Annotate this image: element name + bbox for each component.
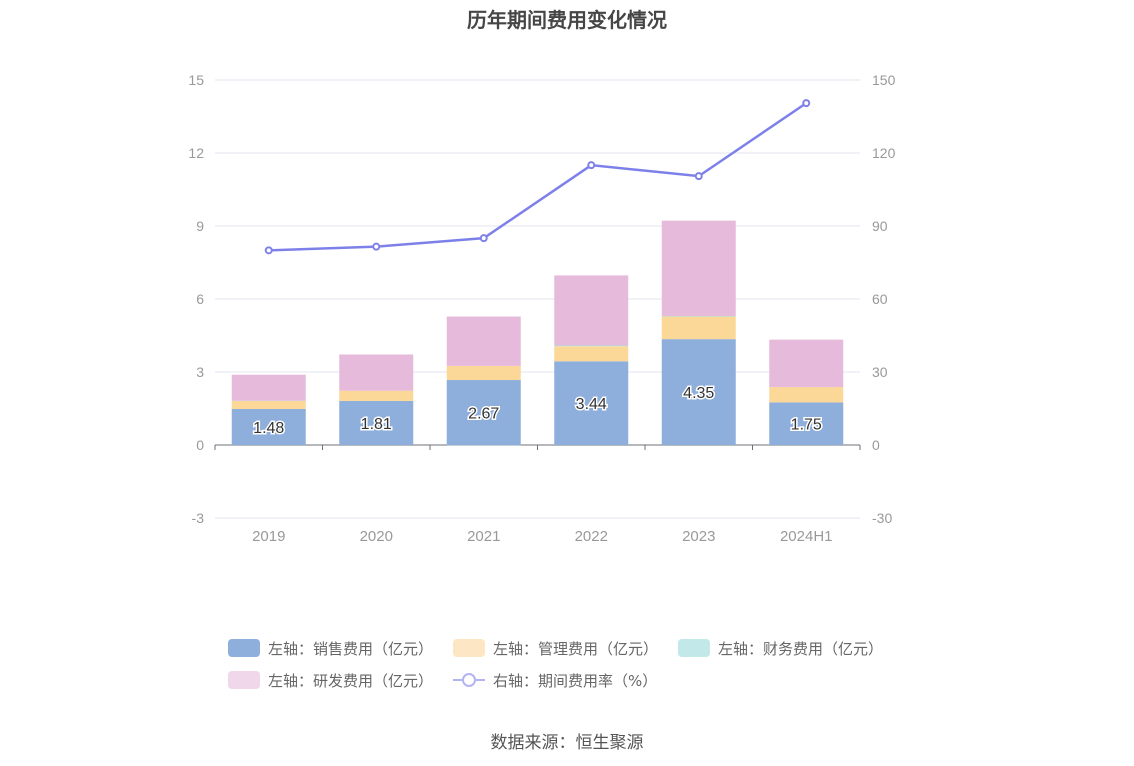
data-source: 数据来源：恒生聚源 (490, 733, 644, 753)
bar-segment (231, 374, 306, 401)
right-axis-tick-label: 150 (872, 72, 896, 88)
bar-segment (661, 220, 736, 317)
bar-data-label: 3.44 (576, 396, 607, 413)
legend-row-1: 左轴：销售费用（亿元） 左轴：管理费用（亿元） 左轴：财务费用（亿元） (228, 632, 928, 664)
legend-label-expense-rate: 右轴：期间费用率（%） (493, 671, 658, 690)
left-axis-tick-label: 3 (196, 364, 204, 380)
chart-title: 历年期间费用变化情况 (467, 8, 667, 32)
bar-segment (446, 380, 521, 445)
legend-item-finance[interactable]: 左轴：财务费用（亿元） (678, 638, 883, 659)
legend-swatch-finance (678, 639, 711, 657)
left-axis-tick-label: -3 (192, 510, 205, 526)
expense-rate-point (694, 172, 703, 181)
legend-swatch-rnd (228, 671, 260, 689)
bar-segment (231, 400, 306, 409)
x-axis-tick-label: 2024H1 (780, 528, 833, 545)
bar-segment (339, 390, 414, 401)
bar-segment (231, 408, 306, 445)
x-axis-tick-label: 2022 (575, 528, 608, 545)
legend-row-2: 左轴：研发费用（亿元） 右轴：期间费用率（%） (228, 664, 928, 696)
legend-label-sales: 左轴：销售费用（亿元） (268, 639, 434, 658)
bar-segment (554, 361, 629, 445)
legend-swatch-expense-rate (453, 671, 486, 689)
bar-segment (554, 275, 629, 346)
right-axis-tick-label: 0 (872, 437, 880, 453)
legend-label-admin: 左轴：管理费用（亿元） (493, 639, 659, 658)
right-axis-tick-label: 90 (872, 218, 888, 234)
expense-rate-point (372, 242, 381, 251)
bar-segment (661, 339, 736, 445)
bar-segment (554, 345, 629, 347)
legend-label-rnd: 左轴：研发费用（亿元） (268, 671, 434, 690)
bar-segment (661, 316, 736, 340)
legend-item-rnd[interactable]: 左轴：研发费用（亿元） (228, 670, 433, 691)
legend-swatch-admin (453, 639, 486, 657)
right-axis-tick-label: 30 (872, 364, 888, 380)
expense-rate-point (264, 246, 273, 255)
bar-data-label: 4.35 (683, 385, 714, 402)
bar-data-label: 2.67 (468, 406, 499, 423)
legend-label-finance: 左轴：财务费用（亿元） (718, 639, 884, 658)
bar-segment (554, 346, 629, 362)
expense-rate-point (587, 161, 596, 170)
legend-swatch-sales (228, 639, 260, 657)
bar-data-label: 1.48 (253, 420, 284, 437)
legend-item-admin[interactable]: 左轴：管理费用（亿元） (453, 638, 658, 659)
left-axis-tick-label: 9 (196, 218, 204, 234)
expense-rate-line (268, 102, 807, 252)
right-axis-tick-label: 60 (872, 291, 888, 307)
expense-rate-point (479, 234, 488, 243)
bar-segment (769, 402, 844, 445)
bar-segment (339, 354, 414, 391)
left-axis-tick-label: 6 (196, 291, 204, 307)
expense-rate-point (802, 99, 811, 108)
bar-data-label: 1.75 (791, 417, 822, 434)
left-axis-tick-label: 15 (188, 72, 204, 88)
right-axis-tick-label: -30 (872, 510, 892, 526)
right-axis-tick-label: 120 (872, 145, 896, 161)
legend-item-expense-rate[interactable]: 右轴：期间费用率（%） (453, 670, 657, 691)
legend: 左轴：销售费用（亿元） 左轴：管理费用（亿元） 左轴：财务费用（亿元） 左轴：研… (228, 632, 928, 696)
bar-segment (769, 339, 844, 388)
left-axis-tick-label: 0 (196, 437, 204, 453)
x-axis-tick-label: 2019 (252, 528, 285, 545)
bar-data-label: 1.81 (361, 416, 392, 433)
x-axis-tick-label: 2023 (682, 528, 715, 545)
x-axis-tick-label: 2021 (467, 528, 500, 545)
x-axis-tick-label: 2020 (360, 528, 393, 545)
bar-segment (769, 387, 844, 403)
bar-segment (446, 316, 521, 366)
left-axis-tick-label: 12 (188, 145, 204, 161)
bar-segment (339, 400, 414, 445)
legend-item-sales[interactable]: 左轴：销售费用（亿元） (228, 638, 433, 659)
bar-segment (446, 365, 521, 381)
